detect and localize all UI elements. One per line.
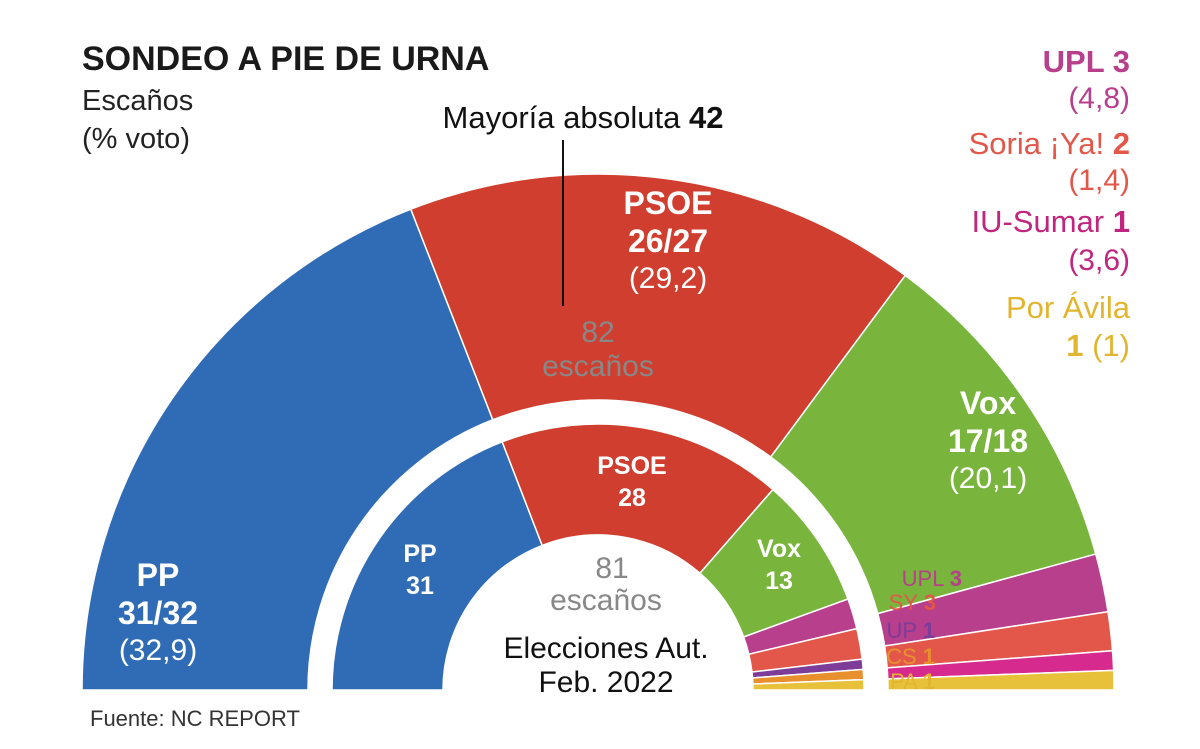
inner-vox-name: Vox: [757, 535, 801, 563]
legend-iu: IU-Sumar 1: [971, 204, 1130, 239]
inner-legend-pa-name: PA: [890, 669, 918, 694]
legend-avila-vote: (1): [1092, 328, 1130, 363]
inner-legend-cs: CS 1: [886, 644, 935, 669]
inner-psoe-name: PSOE: [597, 452, 666, 480]
outer-pp-name: PP: [137, 557, 180, 593]
inner-legend-pa-seats: 1: [923, 669, 935, 694]
legend-upl-name: UPL: [1043, 44, 1104, 79]
legend-avila-name: Por Ávila: [1006, 290, 1131, 325]
inner-ring: [331, 423, 865, 691]
inner-legend-upl-seats: 3: [950, 566, 962, 591]
legend-avila: 1 (1): [1066, 328, 1130, 363]
legend-iu-vote: (3,6): [1068, 244, 1130, 277]
inner-legend-up-seats: 1: [923, 618, 935, 643]
outer-segment-por-avila: [887, 669, 1115, 691]
inner-legend-up-name: UP: [886, 618, 916, 643]
inner-vox-seats: 13: [765, 567, 793, 595]
inner-segment-pp: [331, 440, 544, 691]
majority-text: Mayoría absoluta: [443, 100, 682, 135]
legend-upl: UPL 3: [1043, 44, 1130, 79]
inner-legend-cs-seats: 1: [923, 644, 935, 669]
outer-vox-vote: (20,1): [949, 462, 1027, 495]
inner-legend-cs-name: CS: [886, 644, 917, 669]
inner-legend-up: UP 1: [886, 618, 935, 643]
legend-iu-seats: 1: [1113, 204, 1130, 239]
majority-label: Mayoría absoluta 42: [443, 100, 724, 135]
inner-caption-2: Feb. 2022: [538, 666, 673, 699]
outer-vox-seats: 17/18: [948, 423, 1028, 459]
inner-legend-sy-name: SY: [889, 590, 919, 615]
outer-psoe-vote: (29,2): [629, 262, 707, 295]
outer-psoe-name: PSOE: [624, 185, 713, 221]
inner-legend-pa: PA 1: [890, 669, 935, 694]
chart-subtitle-vote: (% voto): [82, 123, 190, 155]
inner-legend-sy: SY 3: [889, 590, 936, 615]
outer-total-sub: escaños: [542, 350, 654, 383]
outer-segment-psoe: [409, 173, 907, 459]
outer-psoe-seats: 26/27: [628, 223, 708, 259]
inner-pp-name: PP: [403, 540, 436, 568]
chart-title: SONDEO A PIE DE URNA: [82, 40, 489, 78]
legend-avila-seats: 1: [1066, 328, 1083, 363]
majority-value: 42: [689, 100, 723, 135]
legend-soria: Soria ¡Ya! 2: [969, 126, 1130, 161]
inner-legend-upl: UPL 3: [902, 566, 962, 591]
inner-segment-psoe: [501, 423, 774, 575]
outer-ring: [81, 173, 1115, 691]
outer-pp-seats: 31/32: [118, 595, 198, 631]
legend-iu-name: IU-Sumar: [971, 204, 1104, 239]
legend-soria-vote: (1,4): [1068, 164, 1130, 197]
outer-vox-name: Vox: [960, 385, 1017, 421]
inner-total: 81: [595, 552, 628, 585]
outer-segment-vox: [769, 274, 1097, 615]
inner-pp-seats: 31: [406, 572, 434, 600]
inner-legend-upl-name: UPL: [902, 566, 945, 591]
outer-segment-pp: [81, 208, 494, 691]
source-note: Fuente: NC REPORT: [90, 706, 300, 731]
legend-soria-name: Soria ¡Ya!: [969, 126, 1105, 161]
legend-upl-seats: 3: [1113, 44, 1130, 79]
inner-psoe-seats: 28: [618, 484, 646, 512]
chart-subtitle-seats: Escaños: [82, 85, 193, 117]
outer-pp-vote: (32,9): [119, 634, 197, 667]
legend-soria-seats: 2: [1113, 126, 1130, 161]
inner-caption-1: Elecciones Aut.: [503, 632, 708, 665]
inner-segment-pa: [752, 678, 865, 691]
outer-total: 82: [581, 316, 614, 349]
inner-legend-sy-seats: 3: [924, 590, 936, 615]
inner-total-sub: escaños: [550, 584, 662, 617]
legend-upl-vote: (4,8): [1068, 82, 1130, 115]
